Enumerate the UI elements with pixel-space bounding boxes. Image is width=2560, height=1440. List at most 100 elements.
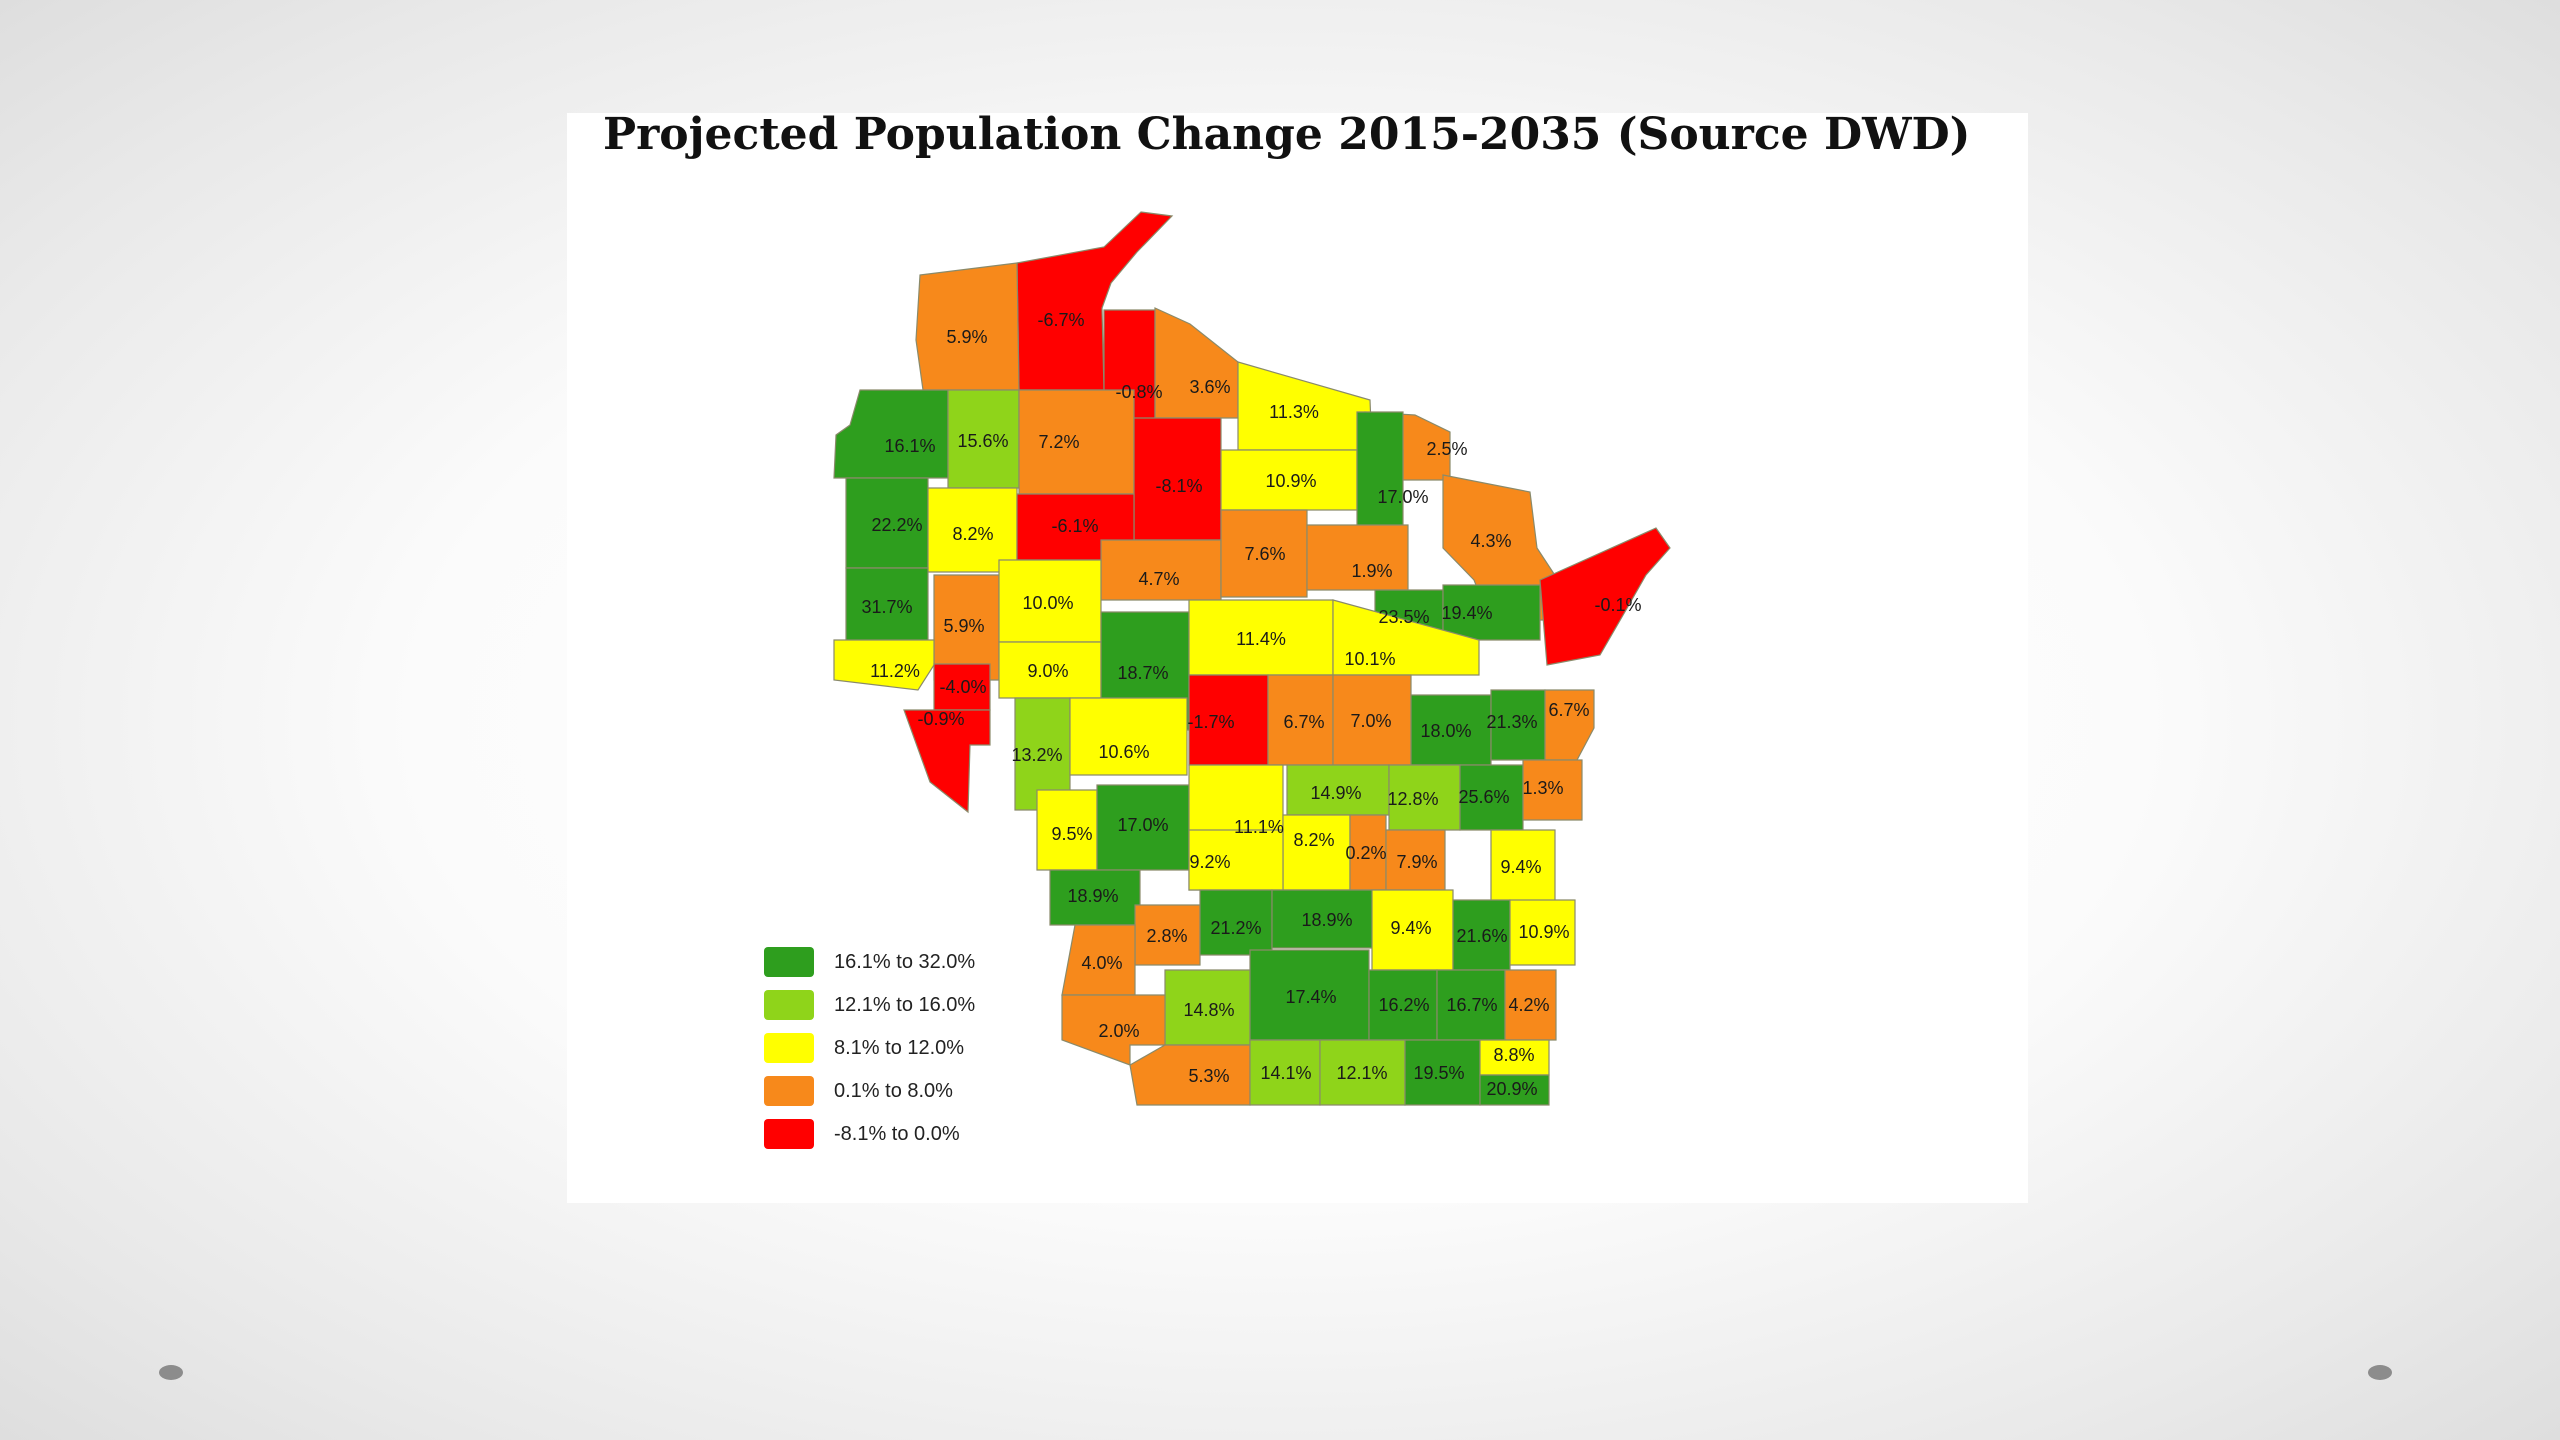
county-region <box>903 709 991 814</box>
county-value-label: 9.4% <box>1500 857 1541 877</box>
county-value-label: 9.5% <box>1051 824 1092 844</box>
county-value-label: 14.1% <box>1260 1063 1311 1083</box>
county-region <box>1061 994 1166 1066</box>
legend-label: 16.1% to 32.0% <box>834 951 976 973</box>
county-region <box>1504 969 1557 1041</box>
county-value-label: 8.2% <box>952 524 993 544</box>
county-value-label: 17.4% <box>1285 987 1336 1007</box>
county-value-label: 9.4% <box>1390 918 1431 938</box>
legend-item: 8.1% to 12.0% <box>764 1033 1024 1065</box>
county-value-label: 8.2% <box>1293 830 1334 850</box>
county-value-label: 18.7% <box>1117 663 1168 683</box>
legend-swatch <box>764 1076 814 1106</box>
county-value-label: 11.2% <box>870 661 920 681</box>
county-value-label: 18.9% <box>1301 910 1352 930</box>
county-value-label: -4.0% <box>939 677 986 697</box>
legend-label: 0.1% to 8.0% <box>834 1080 953 1102</box>
county-value-label: 7.0% <box>1350 711 1391 731</box>
county-value-label: 23.5% <box>1378 607 1429 627</box>
county-value-label: -1.7% <box>1187 712 1234 732</box>
county-value-label: 5.9% <box>943 616 984 636</box>
legend-item: 16.1% to 32.0% <box>764 947 1024 979</box>
county-value-label: -8.1% <box>1155 476 1202 496</box>
county-value-label: 4.7% <box>1138 569 1179 589</box>
county-region <box>1356 411 1404 541</box>
county-value-label: 6.7% <box>1548 700 1589 720</box>
county-value-label: 16.7% <box>1446 995 1497 1015</box>
county-value-label: 21.6% <box>1456 926 1507 946</box>
legend-item: -8.1% to 0.0% <box>764 1119 1024 1151</box>
county-value-label: 14.8% <box>1183 1000 1234 1020</box>
county-value-label: 6.7% <box>1283 712 1324 732</box>
legend-item: 0.1% to 8.0% <box>764 1076 1024 1108</box>
county-value-label: 10.9% <box>1518 922 1569 942</box>
slide-nav-dot-left[interactable] <box>159 1365 183 1380</box>
county-value-label: 19.4% <box>1441 603 1492 623</box>
county-value-label: 2.0% <box>1098 1021 1139 1041</box>
county-value-label: 10.6% <box>1098 742 1149 762</box>
county-value-label: 9.2% <box>1189 852 1230 872</box>
county-value-label: 2.8% <box>1146 926 1187 946</box>
county-region <box>1069 697 1188 776</box>
county-value-label: 5.9% <box>946 327 987 347</box>
county-value-label: 7.2% <box>1038 432 1079 452</box>
county-value-label: 11.4% <box>1236 629 1286 649</box>
county-value-label: 4.0% <box>1081 953 1122 973</box>
county-value-label: 18.0% <box>1420 721 1471 741</box>
county-value-label: 17.0% <box>1117 815 1168 835</box>
county-value-label: 15.6% <box>957 431 1008 451</box>
county-region <box>833 639 935 691</box>
legend-swatch <box>764 947 814 977</box>
county-value-label: 1.3% <box>1522 778 1563 798</box>
county-value-label: 20.9% <box>1486 1079 1537 1099</box>
county-value-label: -0.1% <box>1594 595 1641 615</box>
county-value-label: -0.9% <box>917 709 964 729</box>
county-value-label: -0.8% <box>1115 382 1162 402</box>
county-value-label: 21.2% <box>1210 918 1261 938</box>
county-region <box>1220 509 1308 598</box>
county-value-label: 21.3% <box>1486 712 1537 732</box>
county-value-label: 16.1% <box>884 436 935 456</box>
county-value-label: 3.6% <box>1189 377 1230 397</box>
county-value-label: 18.9% <box>1067 886 1118 906</box>
county-region <box>833 389 949 479</box>
county-value-label: 11.1% <box>1234 817 1284 837</box>
county-region <box>1509 899 1576 966</box>
county-value-label: 10.1% <box>1344 649 1395 669</box>
county-value-label: 5.3% <box>1188 1066 1229 1086</box>
legend-label: 8.1% to 12.0% <box>834 1037 965 1059</box>
county-value-label: 12.1% <box>1336 1063 1387 1083</box>
legend-swatch <box>764 1119 814 1149</box>
county-value-label: 1.9% <box>1351 561 1392 581</box>
county-value-label: 7.6% <box>1244 544 1285 564</box>
county-region <box>1479 1074 1550 1106</box>
county-region <box>1442 584 1541 641</box>
county-region <box>1282 814 1351 891</box>
county-value-label: 10.9% <box>1265 471 1316 491</box>
county-value-label: 4.3% <box>1470 531 1511 551</box>
county-value-label: 11.3% <box>1269 402 1319 422</box>
county-value-label: 17.0% <box>1377 487 1428 507</box>
county-value-label: 16.2% <box>1378 995 1429 1015</box>
county-value-label: 2.5% <box>1426 439 1467 459</box>
legend-item: 12.1% to 16.0% <box>764 990 1024 1022</box>
county-value-label: -6.1% <box>1051 516 1098 536</box>
county-value-label: 8.8% <box>1493 1045 1534 1065</box>
county-value-label: 13.2% <box>1011 745 1062 765</box>
county-region <box>1154 307 1239 419</box>
county-value-label: 25.6% <box>1458 787 1509 807</box>
county-value-label: 31.7% <box>861 597 912 617</box>
county-region <box>1544 689 1595 761</box>
county-value-label: 7.9% <box>1396 852 1437 872</box>
county-value-label: 14.9% <box>1310 783 1361 803</box>
county-value-label: 19.5% <box>1413 1063 1464 1083</box>
map-title: Projected Population Change 2015-2035 (S… <box>603 109 1971 160</box>
county-value-label: 4.2% <box>1508 995 1549 1015</box>
slide-nav-dot-right[interactable] <box>2368 1365 2392 1380</box>
legend-label: -8.1% to 0.0% <box>834 1123 960 1145</box>
county-value-label: 0.2% <box>1345 843 1386 863</box>
county-value-label: 10.0% <box>1022 593 1073 613</box>
county-value-label: 9.0% <box>1027 661 1068 681</box>
